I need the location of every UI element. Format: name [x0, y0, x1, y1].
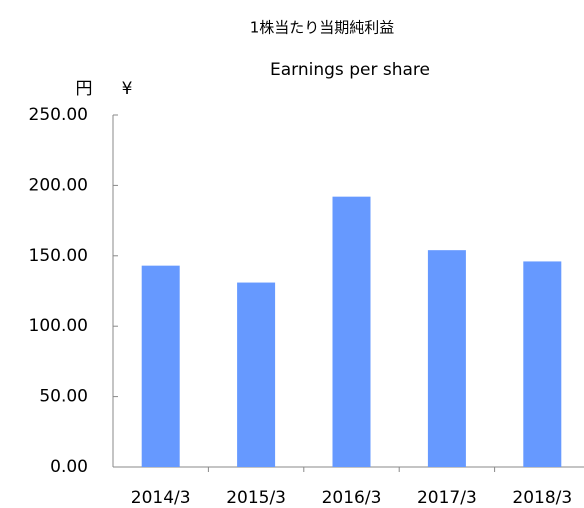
- chart-title: 1株当たり当期純利益: [250, 19, 395, 37]
- bar: [141, 265, 180, 467]
- bar: [237, 282, 276, 467]
- chart-subtitle: Earnings per share: [270, 60, 430, 80]
- y-axis-label-en: ¥: [122, 79, 133, 99]
- y-tick-label: 250.00: [29, 105, 88, 125]
- bar: [332, 196, 371, 467]
- bar: [427, 250, 466, 467]
- y-tick-label: 150.00: [29, 246, 88, 266]
- y-tick-label: 50.00: [39, 387, 88, 407]
- x-tick-label: 2017/3: [417, 488, 477, 508]
- y-axis-label: 円: [76, 79, 93, 99]
- x-tick-label: 2014/3: [131, 488, 191, 508]
- x-tick-label: 2018/3: [512, 488, 572, 508]
- y-tick-label: 0.00: [50, 457, 88, 477]
- x-tick-label: 2015/3: [226, 488, 286, 508]
- y-tick-label: 200.00: [29, 175, 88, 195]
- y-tick-label: 100.00: [29, 316, 88, 336]
- bar: [523, 261, 562, 467]
- x-tick-label: 2016/3: [322, 488, 382, 508]
